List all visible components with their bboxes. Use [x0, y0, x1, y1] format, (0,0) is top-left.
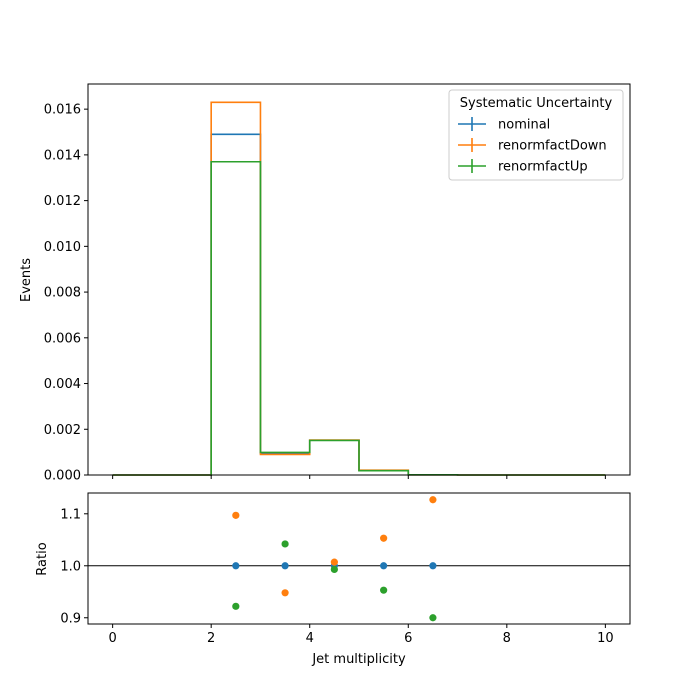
x-tick-label: 6	[404, 631, 412, 646]
main-y-tick: 0.014	[44, 148, 88, 163]
legend: Systematic Uncertainty nominal renormfact…	[448, 89, 624, 181]
ratio-panel: 0.9 1.0 1.1 0 2 4 6 8 10 Ratio Jet multiplicity	[35, 492, 631, 667]
ratio-y-tick-label: 0.9	[60, 611, 81, 626]
ratio-point-renormfactUp	[281, 540, 289, 548]
main-y-tick: 0.002	[44, 423, 88, 438]
main-y-axis-label: Events	[19, 258, 34, 302]
main-y-tick-label: 0.010	[44, 240, 81, 255]
ratio-point-nominal	[380, 562, 388, 570]
ratio-y-tick: 1.1	[60, 507, 88, 522]
ratio-point-renormfactUp	[330, 565, 338, 574]
legend-label: renormfactDown	[498, 139, 607, 154]
main-x-ticks	[112, 475, 606, 479]
ratio-point-renormfactDown	[281, 589, 289, 597]
ratio-point-nominal	[429, 562, 437, 570]
x-tick: 0	[108, 624, 117, 646]
legend-label: nominal	[498, 118, 550, 133]
main-y-tick: 0.012	[44, 194, 88, 209]
ratio-y-tick-label: 1.1	[60, 507, 81, 522]
ratio-y-tick: 0.9	[60, 611, 88, 626]
main-plot-frame	[87, 83, 631, 476]
x-tick-label: 8	[503, 631, 511, 646]
x-tick-label: 0	[108, 631, 116, 646]
ratio-point-renormfactDown	[232, 511, 240, 519]
main-y-tick-label: 0.006	[44, 331, 81, 346]
main-y-tick: 0.000	[44, 469, 88, 484]
legend-label: renormfactUp	[498, 160, 588, 175]
legend-entry-renormfactUp: renormfactUp	[458, 159, 588, 175]
main-y-tick-label: 0.012	[44, 194, 81, 209]
main-panel: 0.000 0.002 0.004 0.006 0.008 0.010 0.012 0.014…	[19, 83, 631, 484]
legend-box	[448, 89, 624, 181]
ratio-point-renormfactUp	[380, 586, 388, 594]
main-y-tick-label: 0.016	[44, 103, 81, 118]
ratio-y-axis-label: Ratio	[35, 542, 50, 575]
x-tick: 6	[404, 624, 412, 646]
legend-entry-renormfactDown: renormfactDown	[458, 138, 607, 154]
x-axis-label: Jet multiplicity	[311, 652, 406, 667]
x-tick-label: 2	[207, 631, 215, 646]
main-y-tick-label: 0.014	[44, 148, 81, 163]
legend-entries: nominal renormfactDown renormfactUp	[458, 117, 607, 175]
x-tick: 4	[306, 624, 314, 646]
ratio-point-renormfactUp	[232, 602, 240, 610]
legend-title: Systematic Uncertainty	[460, 96, 613, 111]
ratio-point-renormfactDown	[429, 496, 437, 504]
ratio-points-group	[232, 496, 437, 622]
main-y-tick: 0.008	[44, 286, 88, 301]
x-tick: 8	[503, 624, 511, 646]
main-y-tick-label: 0.002	[44, 423, 81, 438]
main-y-tick-label: 0.004	[44, 377, 81, 392]
ratio-x-ticks: 0 2 4 6 8 10	[108, 624, 614, 646]
ratio-point-renormfactDown	[330, 558, 338, 566]
ratio-point-nominal	[232, 562, 240, 570]
main-y-ticks: 0.000 0.002 0.004 0.006 0.008 0.010 0.012 0.014…	[44, 103, 88, 484]
main-y-tick-label: 0.000	[44, 469, 81, 484]
ratio-point-nominal	[281, 562, 289, 570]
ratio-plot-frame	[87, 492, 631, 625]
ratio-point-renormfactUp	[429, 614, 437, 622]
ratio-point-renormfactDown	[380, 534, 388, 542]
x-tick: 2	[207, 624, 215, 646]
x-tick: 10	[597, 624, 614, 646]
main-y-tick: 0.004	[44, 377, 88, 392]
ratio-y-ticks: 0.9 1.0 1.1	[60, 507, 88, 626]
ratio-y-tick-label: 1.0	[60, 559, 81, 574]
x-tick-label: 10	[597, 631, 614, 646]
legend-entry-nominal: nominal	[458, 117, 550, 133]
main-y-tick: 0.016	[44, 103, 88, 118]
main-y-tick: 0.010	[44, 240, 88, 255]
x-tick-label: 4	[306, 631, 314, 646]
ratio-y-tick: 1.0	[60, 559, 88, 574]
main-y-tick-label: 0.008	[44, 286, 81, 301]
main-y-tick: 0.006	[44, 331, 88, 346]
